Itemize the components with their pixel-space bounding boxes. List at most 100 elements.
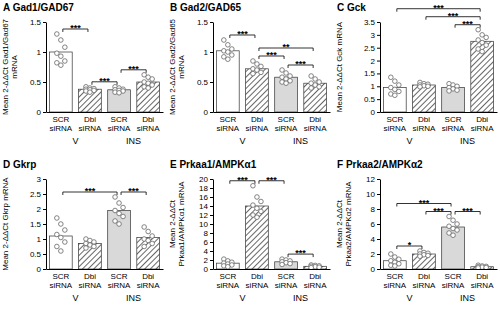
y-axis-title: Mean 2-ΔΔCt Gad1/Gad67: [1, 18, 10, 115]
y-tick-mark: [210, 179, 213, 180]
y-tick-mark: [377, 239, 380, 240]
plot-area: [216, 38, 326, 112]
y-tick-mark: [210, 233, 213, 234]
y-axis-line: [380, 180, 381, 270]
y-tick-mark: [43, 224, 46, 225]
data-point: [389, 75, 394, 80]
data-point: [59, 63, 64, 68]
bar: [471, 41, 494, 112]
data-point: [418, 85, 423, 90]
bar: [246, 206, 269, 269]
bar: [216, 51, 239, 112]
data-point: [117, 201, 122, 206]
title: D Gkrp: [3, 159, 36, 170]
y-axis-line: [213, 23, 214, 113]
y-tick: 1.5: [197, 18, 213, 27]
y-axis-title: Prkaa2/AMPKα2 mRNA: [344, 181, 353, 267]
y-axis: 02468101214161820: [199, 175, 213, 274]
y-tick-mark: [210, 197, 213, 198]
y-tick-label: 6: [204, 238, 209, 247]
data-point: [451, 218, 456, 223]
title: E Prkaa1/AMPKα1: [170, 159, 257, 170]
data-point: [426, 253, 431, 258]
data-point: [63, 45, 68, 50]
data-point: [59, 54, 64, 59]
category-label: SCRsiRNA: [442, 272, 465, 290]
y-axis-title: mRNA: [177, 55, 186, 79]
data-point: [251, 203, 256, 208]
title: B Gad2/GAD65: [170, 2, 242, 13]
y-tick: 10: [199, 220, 213, 229]
data-point: [226, 43, 231, 48]
y-tick-mark: [377, 269, 380, 270]
y-tick: 1.5: [364, 69, 380, 78]
y-tick-mark: [377, 73, 380, 74]
bar: [79, 89, 102, 112]
data-point: [259, 64, 264, 69]
y-tick-label: 12: [199, 211, 208, 220]
category-label: SCRsiRNA: [442, 115, 465, 133]
y-tick-mark: [43, 112, 46, 113]
y-tick-mark: [210, 52, 213, 53]
significance-label: ***: [128, 64, 139, 74]
bar: [108, 90, 131, 112]
category-label: DbisiRNA: [246, 115, 269, 133]
y-tick: 8: [204, 229, 213, 238]
data-point: [226, 264, 231, 269]
data-point: [146, 86, 151, 91]
data-point: [150, 77, 155, 82]
y-tick-label: 1.5: [197, 18, 209, 27]
data-point: [251, 71, 256, 76]
significance-label: ***: [237, 175, 248, 185]
y-tick: 20: [199, 175, 213, 184]
y-tick: 8: [371, 205, 380, 214]
data-point: [280, 68, 285, 73]
y-axis-line: [46, 23, 47, 113]
y-tick-label: 0: [371, 108, 376, 117]
y-tick-label: 4: [204, 247, 209, 256]
category-label: DbisiRNA: [471, 115, 494, 133]
y-tick: 0.5: [364, 95, 380, 104]
data-point: [484, 265, 489, 269]
y-axis-title: Mean 2-ΔΔCt: [335, 199, 344, 248]
bar: [79, 244, 102, 270]
y-tick-label: 0: [371, 265, 376, 274]
y-tick-mark: [43, 194, 46, 195]
y-tick-mark: [43, 254, 46, 255]
y-tick: 3: [371, 31, 380, 40]
category-label: SCRsiRNA: [275, 115, 298, 133]
data-point: [59, 222, 64, 227]
y-tick-mark: [210, 242, 213, 243]
y-tick: 0: [204, 265, 213, 274]
significance-label: ***: [85, 186, 96, 196]
y-tick-mark: [210, 206, 213, 207]
significance-label: ***: [237, 29, 248, 39]
bar: [413, 85, 436, 112]
y-axis-title: mRNA: [10, 55, 19, 79]
data-point: [393, 93, 398, 98]
y-axis-title: Mean 2-ΔΔCt Gck mRNA: [335, 21, 344, 112]
panel: E Prkaa1/AMPKα102468101214161820Mean 2-Δ…: [168, 159, 331, 303]
y-tick-mark: [210, 260, 213, 261]
y-tick-mark: [377, 209, 380, 210]
data-point: [313, 77, 318, 82]
data-point: [121, 205, 126, 210]
y-axis-line: [46, 180, 47, 270]
significance-label: ***: [448, 11, 459, 21]
bar: [246, 69, 269, 112]
y-tick-mark: [377, 194, 380, 195]
y-tick-label: 16: [199, 193, 208, 202]
significance-label: ***: [266, 175, 277, 185]
y-tick-label: 0: [37, 265, 42, 274]
y-tick: 12: [366, 175, 380, 184]
y-tick-label: 0.5: [30, 78, 42, 87]
y-tick: 0: [204, 108, 213, 117]
y-tick: 1: [371, 82, 380, 91]
y-tick: 0: [371, 108, 380, 117]
data-point: [309, 265, 314, 269]
category-label: SCRsiRNA: [384, 115, 407, 133]
data-point: [455, 222, 460, 227]
data-point: [484, 35, 489, 40]
data-point: [92, 244, 97, 249]
category-label: SCRsiRNA: [50, 115, 73, 133]
